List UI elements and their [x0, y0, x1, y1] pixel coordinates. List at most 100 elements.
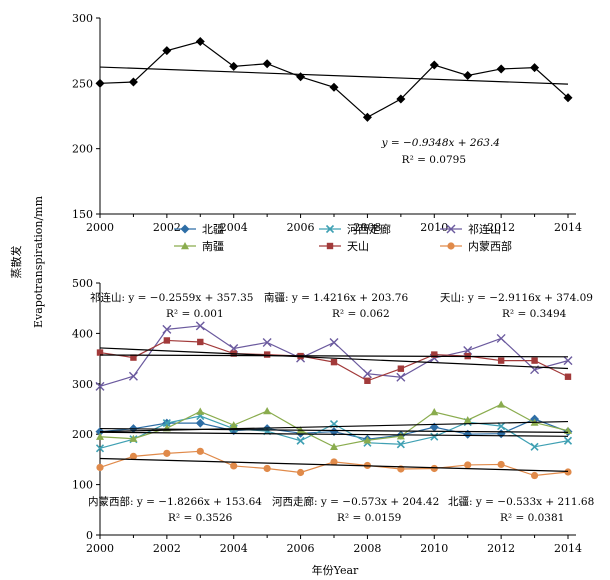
- legend-label: 北疆: [202, 223, 224, 236]
- trend-line: [99, 427, 569, 433]
- y-tick-label: 500: [72, 277, 93, 290]
- data-point: [530, 63, 540, 73]
- nanjiang-r2: R² = 0.062: [332, 308, 390, 320]
- legend-marker: [326, 242, 334, 250]
- x-tick-label: 2008: [353, 542, 381, 555]
- data-point: [230, 462, 238, 470]
- data-point: [496, 333, 506, 343]
- series-line: [99, 40, 569, 119]
- data-point: [330, 358, 338, 366]
- data-point: [128, 371, 138, 381]
- neimeng-equation: 内蒙西部: y = −1.8266x + 153.64: [88, 495, 262, 508]
- x-tick-label: 2008: [353, 221, 381, 234]
- data-point: [431, 351, 438, 358]
- legend-label: 祁连山: [468, 222, 501, 236]
- data-point: [362, 369, 372, 379]
- data-point: [296, 468, 305, 477]
- legend-item: 天山: [319, 240, 369, 253]
- x-tick-label: 2014: [554, 221, 582, 234]
- tianshan-r2: R² = 0.3494: [502, 308, 567, 320]
- data-point: [430, 432, 439, 441]
- data-point: [130, 354, 137, 361]
- qilian-r2: R² = 0.001: [166, 308, 224, 320]
- legend-marker: [181, 242, 189, 250]
- x-tick-label: 2004: [220, 221, 248, 234]
- data-point: [563, 436, 573, 445]
- data-point: [263, 407, 272, 415]
- legend-label: 河西走廊: [347, 222, 391, 236]
- top-trend-equation: y = −0.9348x + 263.4: [381, 137, 500, 149]
- data-point: [362, 112, 372, 122]
- trend-line: [99, 431, 569, 437]
- neimeng-r2: R² = 0.3526: [168, 512, 233, 524]
- data-point: [263, 351, 271, 358]
- legend-marker: [447, 242, 455, 250]
- data-point: [195, 321, 205, 331]
- data-point: [196, 407, 205, 415]
- x-tick-label: 2002: [153, 221, 181, 234]
- data-point: [95, 78, 105, 88]
- trend-line: [99, 420, 569, 433]
- data-point: [163, 337, 171, 344]
- series-5: [96, 337, 572, 384]
- data-point: [396, 94, 406, 104]
- x-tick-label: 2010: [420, 542, 448, 555]
- data-point: [363, 436, 372, 444]
- y-tick-label: 250: [72, 77, 93, 90]
- data-point: [396, 432, 405, 440]
- x-tick-label: 2006: [287, 542, 315, 555]
- x-tick-label: 2014: [554, 542, 582, 555]
- hexi-r2: R² = 0.0159: [337, 512, 401, 524]
- data-point: [430, 464, 438, 473]
- x-tick-label: 2010: [420, 221, 448, 234]
- data-point: [463, 416, 472, 424]
- y-axis-label-en: Evapotranspiration/mm: [32, 195, 45, 328]
- legend-label: 内蒙西部: [468, 239, 512, 253]
- data-point: [397, 365, 405, 372]
- x-tick-label: 2006: [287, 221, 315, 234]
- data-point: [396, 440, 405, 449]
- data-point: [497, 422, 506, 431]
- data-point: [396, 372, 406, 382]
- data-point: [162, 419, 171, 428]
- data-point: [162, 324, 172, 334]
- legend-item: 祁连山: [440, 222, 501, 236]
- data-point: [564, 373, 572, 380]
- legend-item: 南疆: [174, 240, 224, 253]
- data-point: [497, 357, 505, 364]
- data-point: [128, 77, 138, 87]
- data-point: [96, 432, 104, 440]
- y-tick-label: 0: [86, 529, 93, 542]
- data-point: [429, 60, 439, 70]
- data-point: [330, 458, 338, 466]
- legend-marker: [446, 224, 456, 234]
- legend-label: 南疆: [202, 240, 224, 253]
- data-point: [497, 400, 506, 408]
- beijiang-r2: R² = 0.0381: [500, 512, 564, 524]
- y-tick-label: 200: [72, 428, 93, 441]
- data-point: [497, 460, 505, 469]
- y-tick-label: 300: [72, 12, 93, 25]
- data-point: [563, 356, 573, 366]
- data-point: [531, 357, 538, 364]
- data-point: [262, 59, 272, 69]
- data-point: [129, 452, 138, 460]
- panel-top-chart: 150 200 250 300 2000 2002 2004 2006 2008 2010 2012…: [72, 12, 582, 234]
- data-point: [262, 337, 272, 347]
- x-tick-label: 2000: [86, 542, 114, 555]
- data-point: [196, 447, 204, 455]
- data-point: [430, 408, 439, 416]
- qilian-equation: 祁连山: y = −0.2559x + 357.35: [90, 291, 253, 304]
- trend-line: [99, 354, 569, 358]
- data-point: [563, 93, 573, 103]
- legend-item: 内蒙西部: [440, 239, 512, 253]
- y-tick-label: 150: [72, 208, 93, 221]
- data-point: [464, 461, 472, 469]
- hexi-equation: 河西走廊: y = −0.573x + 204.42: [272, 495, 439, 508]
- data-point: [129, 434, 138, 442]
- data-point: [364, 377, 371, 384]
- y-tick-label: 200: [72, 143, 93, 156]
- data-point: [96, 349, 104, 356]
